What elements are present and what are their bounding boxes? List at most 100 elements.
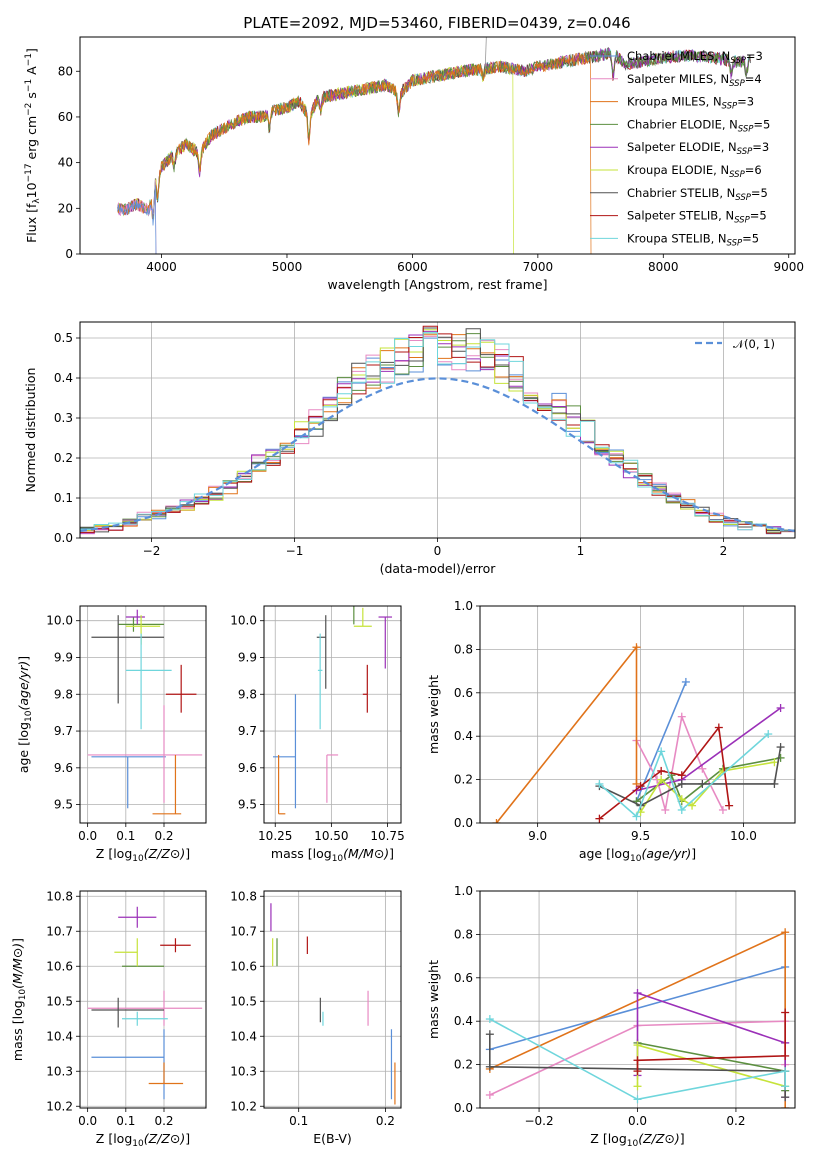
plus-marker	[485, 1015, 494, 1024]
errorbar-point	[125, 633, 172, 730]
axis-label: mass weight	[426, 675, 441, 754]
legend-entry: Salpeter ELODIE, NSSP=3	[627, 140, 769, 157]
mass-weight-line	[637, 1042, 786, 1091]
plus-marker	[677, 805, 686, 814]
y-tick-label: 10.3	[46, 1064, 73, 1078]
axis-label: wavelength [Angstrom, rest frame]	[327, 277, 547, 292]
y-tick-label: 10.2	[46, 1099, 73, 1113]
mass-weight-line	[636, 991, 786, 1098]
legend-entry: Kroupa STELIB, NSSP=5	[627, 231, 759, 248]
gridlines	[80, 891, 206, 1108]
y-tick-label: 0.4	[454, 729, 473, 743]
y-tick-label: 0.6	[454, 971, 473, 985]
errorbar-point	[91, 1029, 165, 1100]
axes-spectrum: 4000 5000 6000 7000 8000 9000 0 20 40 60 80 wavelen…	[24, 36, 804, 292]
x-tick-label: 0.0	[78, 829, 97, 843]
axes-age_vs_mass: 10.25 10.50 10.75 9.5 9.6 9.7 9.8 9.9 10.0 mass […	[230, 605, 405, 864]
gridlines	[80, 606, 206, 823]
plus-marker	[632, 786, 641, 795]
plus-marker	[595, 814, 604, 823]
plus-marker	[776, 703, 785, 712]
errorbar-point	[118, 906, 157, 928]
y-tick-label: 10.8	[230, 889, 257, 903]
errorbar-point	[326, 754, 339, 803]
errorbar-point	[362, 664, 368, 713]
axes-frame	[263, 605, 402, 824]
errorbar-point	[91, 615, 164, 704]
y-tick-label: 10.4	[230, 1029, 257, 1043]
plot-area	[87, 609, 203, 815]
x-tick-label: 10.75	[370, 829, 404, 843]
y-tick-label: 10.5	[46, 994, 73, 1008]
y-tick-label: 10.3	[230, 1064, 257, 1078]
y-tick-label: 10.5	[230, 994, 257, 1008]
errorbar-point	[114, 938, 138, 967]
axis-label: age [log10(age/yr)]	[579, 846, 696, 864]
x-tick-label: 0.2	[154, 1114, 173, 1128]
x-tick-label: 8000	[648, 260, 679, 274]
axes-frame	[479, 605, 796, 824]
errorbar-point	[378, 616, 393, 669]
plus-marker	[485, 1090, 494, 1099]
y-tick-label: 9.5	[54, 798, 73, 812]
x-tick-label: 9000	[773, 260, 804, 274]
normal-curve	[80, 377, 795, 533]
plus-marker	[764, 730, 773, 739]
y-tick-label: 0.8	[454, 927, 473, 941]
y-tick-label: 10.2	[230, 1099, 257, 1113]
y-tick-label: 0.4	[454, 1014, 473, 1028]
errorbar-point	[91, 997, 164, 1028]
legend-entry: Chabrier MILES, NSSP=3	[627, 49, 763, 66]
x-tick-label: 10.25	[258, 829, 292, 843]
gridlines	[264, 891, 401, 1108]
plus-marker	[633, 1067, 642, 1076]
errorbar-point	[91, 756, 166, 809]
errorbar-point	[165, 664, 197, 713]
y-tick-label: 10.7	[230, 924, 257, 938]
plot-area	[80, 325, 795, 538]
plus-marker	[677, 712, 686, 721]
errorbar-point	[87, 990, 203, 1026]
y-tick-label: 10.0	[230, 614, 257, 628]
axis-label: Z [log10(Z/Z⊙)]	[96, 1131, 190, 1149]
axes-weights_vs_age: 9.0 9.5 10.0 0.0 0.2 0.4 0.6 0.8 1.0 age [log10(a…	[426, 599, 796, 864]
y-tick-label: 20	[58, 201, 73, 215]
axis-label: age [log10(age/yr)]	[16, 656, 34, 773]
mass-weight-line	[489, 1018, 786, 1101]
x-tick-label: 7000	[523, 260, 554, 274]
plus-marker	[781, 1104, 790, 1108]
errorbar-point	[125, 615, 161, 645]
spectrum-line	[117, 49, 751, 218]
x-tick-label: −1	[286, 544, 304, 558]
mass-weight-line	[599, 746, 782, 807]
plus-marker	[781, 1051, 790, 1060]
axes-frame	[263, 890, 402, 1109]
y-tick-label: 40	[58, 156, 73, 170]
plot-area	[492, 643, 785, 823]
spectrum-line	[117, 52, 592, 254]
legend-entry: Chabrier ELODIE, NSSP=5	[627, 117, 770, 134]
axis-label: mass [log10(M/M⊙)]	[271, 846, 394, 864]
x-tick-label: 6000	[397, 260, 428, 274]
plus-marker	[770, 779, 779, 788]
errorbar-point	[148, 1062, 184, 1085]
y-tick-label: 0.1	[54, 491, 73, 505]
errorbar-point	[87, 705, 203, 803]
x-tick-label: 0.2	[376, 1114, 395, 1128]
plus-marker	[661, 805, 670, 814]
mass-weight-line	[636, 1012, 786, 1072]
y-tick-label: 0.4	[54, 371, 73, 385]
plus-marker	[633, 988, 642, 997]
x-tick-label: 1	[577, 544, 585, 558]
errorbar-point	[316, 615, 327, 689]
x-tick-label: 10.50	[314, 829, 348, 843]
mass-weight-line	[636, 1044, 786, 1088]
axis-label: E(B-V)	[313, 1131, 352, 1146]
axes-mass_vs_ebv: 0.1 0.2 10.2 10.3 10.4 10.5 10.6 10.7 10.8 E(B-V)	[230, 889, 402, 1146]
x-tick-label: 0.2	[154, 829, 173, 843]
plus-marker	[677, 779, 686, 788]
plus-marker	[714, 723, 723, 732]
y-tick-label: 9.9	[238, 650, 257, 664]
plus-marker	[781, 1093, 790, 1102]
spectrum-y-label: Flux [fλ10−17 erg cm−2 s−1 A−1]	[24, 48, 42, 243]
